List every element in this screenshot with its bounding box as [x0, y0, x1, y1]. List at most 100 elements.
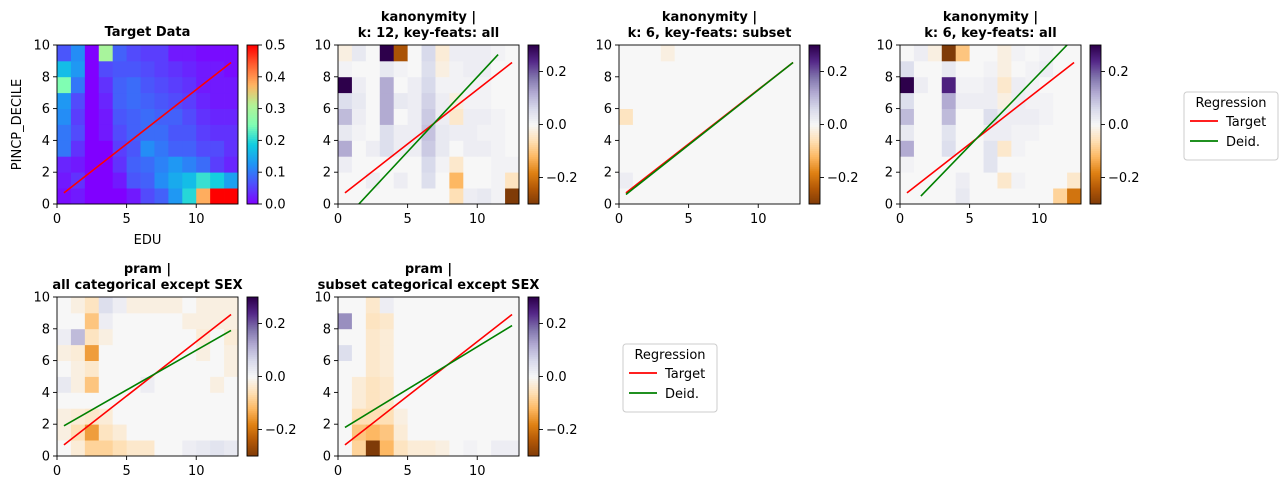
colorbar-segment	[247, 64, 258, 68]
colorbar-segment	[1090, 130, 1101, 133]
heatmap-cell	[168, 60, 183, 78]
heatmap-cell	[463, 392, 478, 409]
heatmap-cell	[168, 297, 183, 314]
heatmap-cell	[84, 92, 100, 109]
heatmap-cell	[224, 156, 239, 173]
colorbar-segment	[528, 352, 539, 356]
y-tick-label: 2	[885, 166, 893, 181]
colorbar-segment	[247, 354, 258, 358]
heatmap-cell	[969, 45, 984, 62]
heatmap-cell	[57, 172, 72, 189]
heatmap-cell	[407, 108, 422, 125]
heatmap-cell	[182, 408, 197, 425]
colorbar-segment	[528, 94, 539, 98]
colorbar-tick-label: −0.2	[827, 171, 859, 186]
colorbar-segment	[247, 340, 258, 344]
colorbar-segment	[809, 120, 820, 124]
heatmap-cell	[421, 108, 436, 125]
y-tick-label: 10	[33, 39, 50, 54]
heatmap-cell	[57, 140, 72, 157]
heatmap-cell	[351, 344, 367, 361]
heatmap-cell	[744, 188, 759, 205]
heatmap-cell	[449, 297, 464, 314]
heatmap-cell	[449, 188, 464, 205]
heatmap-cell	[1067, 156, 1082, 173]
regression-line-target	[906, 61, 1075, 194]
colorbar-segment	[1090, 100, 1101, 104]
y-tick-label: 8	[323, 322, 331, 337]
x-tick-label: 0	[53, 464, 61, 479]
colorbar-segment	[809, 92, 820, 96]
heatmap-cell	[619, 172, 634, 189]
colorbar-segment	[247, 164, 258, 167]
colorbar-tick-label: 0.4	[265, 70, 286, 85]
heatmap-cell	[196, 124, 211, 141]
colorbar-segment	[809, 122, 820, 125]
colorbar-segment	[247, 54, 258, 58]
heatmap-cell	[983, 188, 998, 205]
heatmap-cell	[168, 140, 183, 157]
colorbar-segment	[528, 126, 539, 129]
heatmap-cell	[505, 424, 520, 441]
heatmap-cell	[1039, 45, 1054, 62]
heatmap-cell	[84, 424, 100, 441]
x-tick-label: 5	[122, 464, 130, 479]
heatmap-cell	[421, 328, 436, 346]
colorbar-segment	[528, 170, 539, 173]
colorbar-segment	[1090, 174, 1101, 177]
heatmap-cell	[154, 124, 169, 141]
heatmap-cell	[84, 108, 100, 125]
heatmap-cell	[196, 140, 211, 157]
heatmap-cell	[632, 92, 648, 109]
heatmap-cell	[646, 92, 662, 109]
y-axis-label: PINCP_DECILE	[10, 79, 25, 170]
colorbar-tick-label: −0.2	[546, 171, 578, 186]
colorbar-segment	[528, 174, 539, 177]
heatmap-cell	[744, 108, 759, 125]
heatmap-cell	[98, 92, 114, 109]
colorbar-segment	[247, 326, 258, 330]
heatmap-cell	[491, 60, 506, 78]
colorbar-segment	[528, 176, 539, 179]
heatmap-cell	[126, 440, 141, 457]
heatmap-cell	[477, 172, 492, 189]
heatmap-cell	[126, 392, 141, 409]
colorbar-segment	[1090, 162, 1101, 165]
colorbar-frame	[246, 44, 259, 205]
colorbar-segment	[1090, 200, 1101, 203]
y-tick-label: 2	[42, 166, 50, 181]
heatmap-cell	[505, 76, 520, 94]
heatmap-cell	[491, 92, 506, 109]
colorbar-tick-label: 0.2	[1108, 65, 1129, 80]
heatmap-cell	[688, 45, 703, 62]
regression-line-target	[344, 61, 513, 194]
colorbar-segment	[247, 122, 258, 125]
heatmap-cell	[168, 376, 183, 393]
chart-title-line1: kanonymity |	[662, 10, 757, 25]
heatmap-cell	[70, 60, 86, 78]
colorbar-segment	[528, 322, 539, 326]
colorbar-segment	[247, 302, 258, 306]
colorbar-segment	[1090, 84, 1101, 88]
chart-title-line2: k: 6, key-feats: all	[924, 26, 1056, 41]
heatmap-cell	[1067, 92, 1082, 109]
regression-line-deid	[63, 329, 232, 427]
colorbar-segment	[1090, 78, 1101, 82]
colorbar-segment	[247, 128, 258, 131]
colorbar-segment	[1090, 45, 1101, 48]
x-tick-label: 10	[469, 212, 486, 227]
heatmap-cell	[407, 124, 422, 141]
heatmap-cell	[351, 140, 367, 157]
y-tick-label: 4	[42, 386, 50, 401]
heatmap-cell	[477, 188, 492, 205]
colorbar-segment	[247, 380, 258, 383]
heatmap-cell	[632, 156, 648, 173]
colorbar-segment	[247, 350, 258, 354]
heatmap-cell	[182, 188, 197, 205]
heatmap-cell	[772, 140, 787, 157]
heatmap-cell	[744, 172, 759, 189]
heatmap-cell	[57, 124, 72, 141]
heatmap-cell	[57, 297, 72, 314]
colorbar-segment	[528, 70, 539, 74]
heatmap-cell	[491, 140, 506, 157]
